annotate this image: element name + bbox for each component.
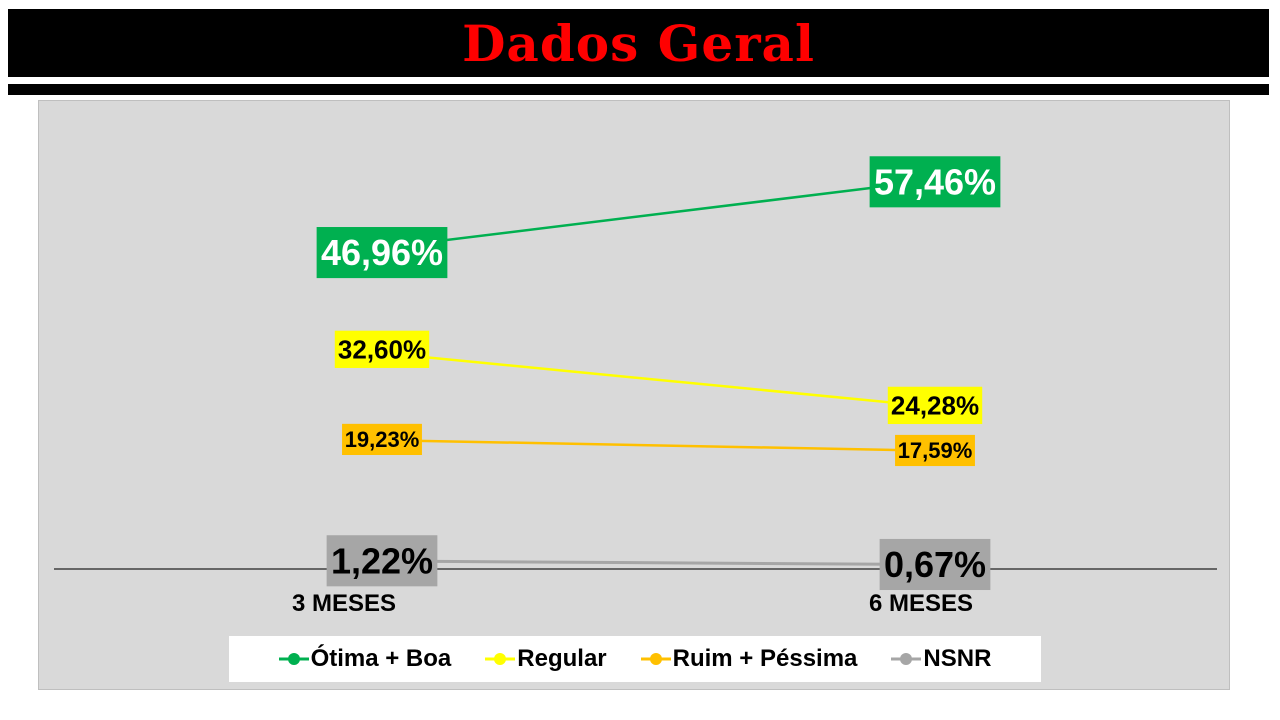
legend-marker-nsnr xyxy=(891,653,922,665)
page-title: Dados Geral xyxy=(462,13,815,73)
series-line-nsnr xyxy=(343,559,922,566)
data-label-box xyxy=(316,227,448,279)
series-line-regular xyxy=(343,348,922,407)
chart-area: 3 MESES 6 MESES 46,96% 57,46% 32,60% 24,28% 19… xyxy=(38,100,1230,690)
data-label-otima-boa-6-meses: 57,46% xyxy=(869,156,1001,208)
data-label-otima-boa-3-meses: 46,96% xyxy=(316,227,448,279)
legend-label-regular: Regular xyxy=(517,645,607,672)
legend-label-otima-boa: Ótima + Boa xyxy=(310,645,452,672)
legend-label-ruim-pessima: Ruim + Péssima xyxy=(672,645,858,672)
data-label-text: 57,46% xyxy=(874,161,996,202)
data-label-box xyxy=(334,330,430,368)
legend-marker-ruim-pessima xyxy=(640,653,671,665)
title-rule xyxy=(8,84,1269,95)
title-bar: Dados Geral xyxy=(8,9,1269,77)
data-label-text: 1,22% xyxy=(331,540,433,581)
data-label-box xyxy=(895,434,975,467)
legend-marker-regular xyxy=(485,653,516,665)
legend-item-ruim-pessima: Ruim + Péssima xyxy=(640,645,858,673)
data-label-regular-6-meses: 24,28% xyxy=(887,386,983,425)
x-tick-label-6-meses: 6 MESES xyxy=(869,590,973,617)
legend-marker-otima-boa xyxy=(278,653,309,665)
data-label-text: 32,60% xyxy=(338,334,426,364)
legend-item-regular: Regular xyxy=(485,645,607,673)
data-label-nsnr-3-meses: 1,22% xyxy=(326,535,438,587)
data-label-text: 24,28% xyxy=(891,390,979,420)
data-label-box xyxy=(869,156,1001,208)
line-chart: 3 MESES 6 MESES 46,96% 57,46% 32,60% 24,28% 19… xyxy=(54,156,1217,617)
data-label-nsnr-6-meses: 0,67% xyxy=(879,538,991,591)
data-label-box xyxy=(887,386,983,425)
data-label-regular-3-meses: 32,60% xyxy=(334,330,430,368)
data-label-text: 17,59% xyxy=(898,438,973,463)
x-tick-label-3-meses: 3 MESES xyxy=(292,590,396,617)
data-label-text: 0,67% xyxy=(884,544,986,585)
legend-item-nsnr: NSNR xyxy=(891,645,991,673)
legend-item-otima-boa: Ótima + Boa xyxy=(278,645,452,673)
data-label-text: 46,96% xyxy=(321,232,443,273)
legend-label-nsnr: NSNR xyxy=(923,645,992,672)
data-label-box xyxy=(342,423,422,455)
data-label-ruim-pessima-6-meses: 17,59% xyxy=(895,434,975,467)
data-label-text: 19,23% xyxy=(345,427,420,452)
data-label-ruim-pessima-3-meses: 19,23% xyxy=(342,423,422,455)
data-label-box xyxy=(879,538,991,591)
chart-legend: Ótima + Boa Regular Ruim + Péssima NSNR xyxy=(229,636,1041,682)
data-label-box xyxy=(326,535,438,587)
series-line-ruim-pessima xyxy=(343,438,922,452)
